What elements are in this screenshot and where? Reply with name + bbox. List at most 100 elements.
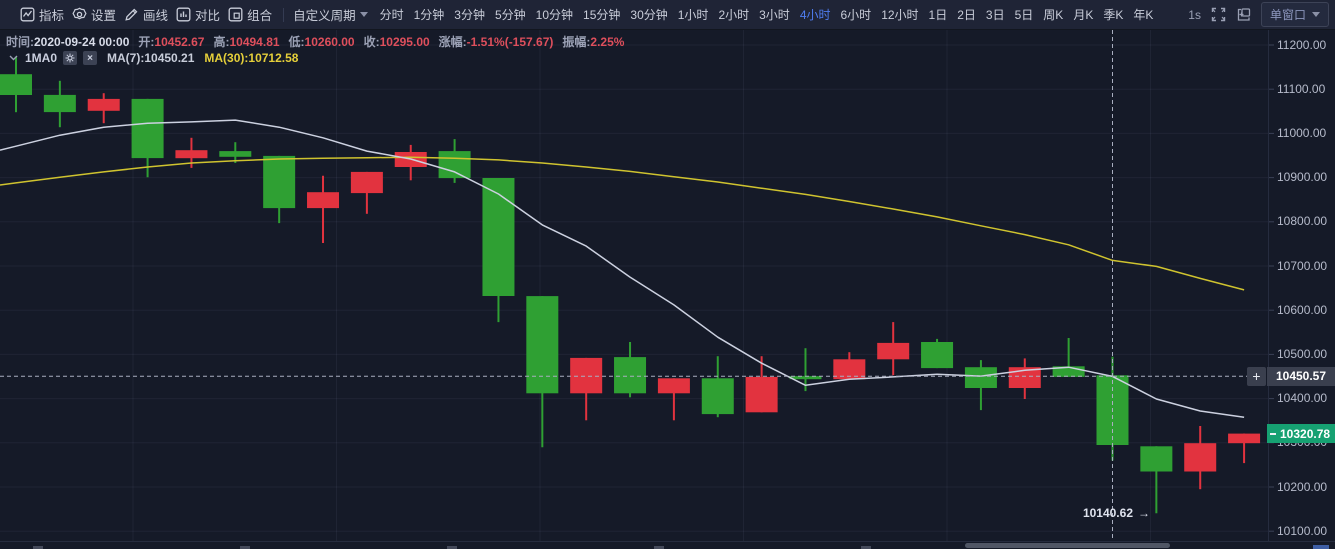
ohlc-info-bar: 时间:2020-09-24 00:00 开:10452.67 高:10494.81 低…	[6, 33, 624, 50]
chart-toolbar: 指标 设置 画线 对比 组合 自定义周期 分时 1分钟 3分钟 5分钟 10分钟 15分钟 30分钟…	[0, 0, 1335, 30]
menu-item-label: 指标	[39, 9, 65, 23]
y-axis-label: 10400.00	[1277, 391, 1328, 406]
y-axis-label: 10500.00	[1277, 346, 1328, 361]
menu-item-label: 组合	[247, 9, 273, 23]
caret-down-icon	[359, 12, 368, 17]
timeframe-1分钟[interactable]: 1分钟	[413, 8, 445, 22]
menu-item-indicators[interactable]: 指标	[20, 5, 64, 24]
toolbar-menu: 指标 设置 画线 对比 组合	[20, 5, 272, 24]
ohlc-field-close: 收:10295.00	[364, 33, 430, 50]
ohlc-field-open: 开:10452.67	[138, 33, 204, 50]
scrollbar-thumb[interactable]	[965, 543, 1170, 548]
ohlc-field-amplitude: 振幅:2.25%	[562, 33, 624, 50]
last-price-badge[interactable]: 10320.78	[1267, 424, 1335, 444]
menu-item-draw-line[interactable]: 画线	[124, 5, 168, 24]
compare-icon	[176, 7, 191, 22]
last-price-value: 10320.78	[1280, 426, 1331, 441]
toolbar-right-group: 1s 单窗口	[1188, 2, 1335, 27]
fullscreen-icon[interactable]	[1211, 7, 1226, 22]
low-price-annotation: 10140.62 →	[1020, 506, 1150, 520]
add-order-button[interactable]: +	[1247, 366, 1266, 386]
timeframe-2日[interactable]: 2日	[957, 8, 976, 22]
indicator-settings-button[interactable]	[63, 51, 78, 65]
x-axis-label-clipped	[447, 546, 457, 549]
x-axis-label-clipped	[240, 546, 250, 549]
x-axis-label-clipped	[1313, 545, 1329, 549]
menu-item-compare[interactable]: 对比	[176, 5, 220, 24]
timeframe-30分钟[interactable]: 30分钟	[630, 8, 668, 22]
timeframe-1日[interactable]: 1日	[928, 8, 948, 22]
timeframe-2小时[interactable]: 2小时	[718, 8, 750, 22]
timeframe-3日[interactable]: 3日	[985, 8, 1005, 22]
y-axis-label: 10600.00	[1277, 302, 1328, 317]
menu-item-label: 设置	[91, 9, 117, 23]
field-value: 2020-09-24 00:00	[34, 35, 130, 49]
right-arrow-icon: →	[1138, 506, 1150, 521]
ma-indicator-bar: 1MA0 × MA(7):10450.21 MA(30):10712.58	[8, 51, 298, 65]
field-label: 高:	[213, 35, 230, 49]
field-value: -1.51%(-157.67)	[466, 35, 554, 49]
caret-down-icon	[1312, 12, 1320, 17]
ma7-readout: MA(7):10450.21	[107, 51, 195, 65]
custom-period-dropdown[interactable]: 自定义周期	[293, 5, 368, 24]
custom-period-label: 自定义周期	[293, 9, 356, 23]
x-axis-label-clipped	[33, 546, 43, 549]
indicator-name: 1MA0	[25, 51, 58, 65]
menu-item-settings[interactable]: 设置	[72, 5, 116, 24]
field-label: 开:	[138, 35, 155, 49]
low-price-value: 10140.62	[1082, 506, 1133, 521]
timeframe-3分钟[interactable]: 3分钟	[454, 8, 485, 22]
indicator-close-button[interactable]: ×	[83, 51, 98, 65]
timeframe-分时[interactable]: 分时	[379, 8, 404, 22]
y-axis-label: 11100.00	[1277, 81, 1326, 96]
y-axis-label: 10900.00	[1277, 170, 1328, 185]
crosshair-price-badge: 10450.57	[1267, 366, 1335, 386]
field-label: 低:	[288, 35, 305, 49]
timeframe-6小时[interactable]: 6小时	[840, 8, 872, 22]
field-label: 振幅:	[562, 35, 591, 49]
timeframe-周K[interactable]: 周K	[1043, 8, 1064, 22]
field-label: 时间:	[6, 35, 34, 49]
field-value: 2.25%	[590, 35, 625, 49]
chevron-down-icon[interactable]	[8, 51, 19, 65]
toolbar-divider	[283, 7, 285, 22]
field-value: 10494.81	[229, 35, 280, 49]
timeframe-12小时[interactable]: 12小时	[881, 8, 919, 22]
combine-icon	[228, 7, 243, 22]
add-window-icon[interactable]	[1236, 7, 1251, 22]
y-axis-label: 10800.00	[1277, 214, 1328, 229]
gear-icon	[72, 7, 87, 22]
timeframe-月K[interactable]: 月K	[1073, 8, 1094, 22]
ohlc-field-change: 涨幅:-1.51%(-157.67)	[439, 33, 554, 50]
ma30-line	[0, 156, 1245, 291]
y-axis-label: 10200.00	[1277, 479, 1328, 494]
timeframe-5日[interactable]: 5日	[1014, 8, 1034, 22]
timeframe-5分钟[interactable]: 5分钟	[494, 8, 526, 22]
timeframe-3小时[interactable]: 3小时	[759, 8, 790, 22]
timeframe-季K[interactable]: 季K	[1103, 8, 1124, 22]
ohlc-field-low: 低:10260.00	[289, 33, 355, 50]
window-layout-dropdown[interactable]: 单窗口	[1260, 2, 1329, 27]
field-value: 10452.67	[154, 35, 205, 49]
pencil-icon	[124, 7, 139, 22]
y-axis-label: 11000.00	[1277, 125, 1327, 140]
y-axis-label: 11200.00	[1277, 37, 1327, 52]
timeframe-4小时[interactable]: 4小时	[799, 8, 831, 22]
window-layout-label: 单窗口	[1269, 8, 1306, 22]
x-axis-label-clipped	[861, 546, 871, 549]
menu-item-combine[interactable]: 组合	[228, 5, 272, 24]
timeframe-10分钟[interactable]: 10分钟	[535, 8, 574, 22]
x-axis-label-clipped	[654, 546, 664, 549]
menu-item-label: 画线	[143, 9, 169, 23]
field-label: 涨幅:	[438, 35, 467, 49]
ma7-line	[0, 119, 1245, 418]
y-axis-label: 10700.00	[1277, 258, 1328, 273]
menu-item-label: 对比	[195, 9, 221, 23]
ma30-readout: MA(30):10712.58	[204, 51, 299, 65]
timeframe-年K[interactable]: 年K	[1133, 8, 1154, 22]
timeframe-1小时[interactable]: 1小时	[677, 8, 709, 22]
field-value: 10260.00	[304, 35, 355, 49]
timeframe-15分钟[interactable]: 15分钟	[583, 8, 621, 22]
